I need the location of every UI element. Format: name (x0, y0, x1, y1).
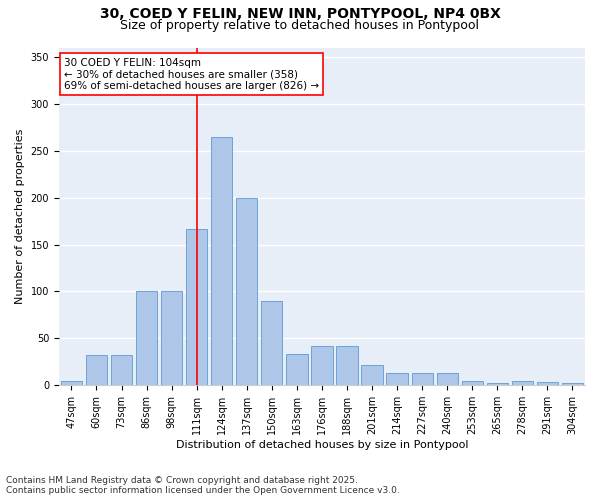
Bar (236, 198, 257, 385)
Bar (461, 380, 483, 385)
Text: 30, COED Y FELIN, NEW INN, PONTYPOOL, NP4 0BX: 30, COED Y FELIN, NEW INN, PONTYPOOL, NP… (100, 8, 500, 22)
Bar (261, 301, 283, 385)
Y-axis label: Number of detached properties: Number of detached properties (15, 128, 25, 304)
Bar (86, 355, 107, 385)
Bar (211, 136, 232, 385)
Bar (361, 364, 383, 385)
Bar (487, 384, 508, 385)
Bar (311, 346, 332, 385)
X-axis label: Distribution of detached houses by size in Pontypool: Distribution of detached houses by size … (176, 440, 468, 450)
Bar (386, 373, 408, 385)
Text: 30 COED Y FELIN: 104sqm
← 30% of detached houses are smaller (358)
69% of semi-d: 30 COED Y FELIN: 104sqm ← 30% of detache… (64, 58, 319, 91)
Bar (437, 373, 458, 385)
Bar (61, 380, 82, 385)
Text: Size of property relative to detached houses in Pontypool: Size of property relative to detached ho… (121, 19, 479, 32)
Bar (337, 346, 358, 385)
Bar (512, 380, 533, 385)
Bar (186, 228, 208, 385)
Bar (412, 373, 433, 385)
Bar (562, 384, 583, 385)
Bar (161, 292, 182, 385)
Bar (111, 355, 132, 385)
Text: Contains HM Land Registry data © Crown copyright and database right 2025.
Contai: Contains HM Land Registry data © Crown c… (6, 476, 400, 495)
Bar (136, 292, 157, 385)
Bar (286, 354, 308, 385)
Title: 30, COED Y FELIN, NEW INN, PONTYPOOL, NP4 0BX
Size of property relative to detac: 30, COED Y FELIN, NEW INN, PONTYPOOL, NP… (0, 499, 1, 500)
Bar (537, 382, 558, 385)
